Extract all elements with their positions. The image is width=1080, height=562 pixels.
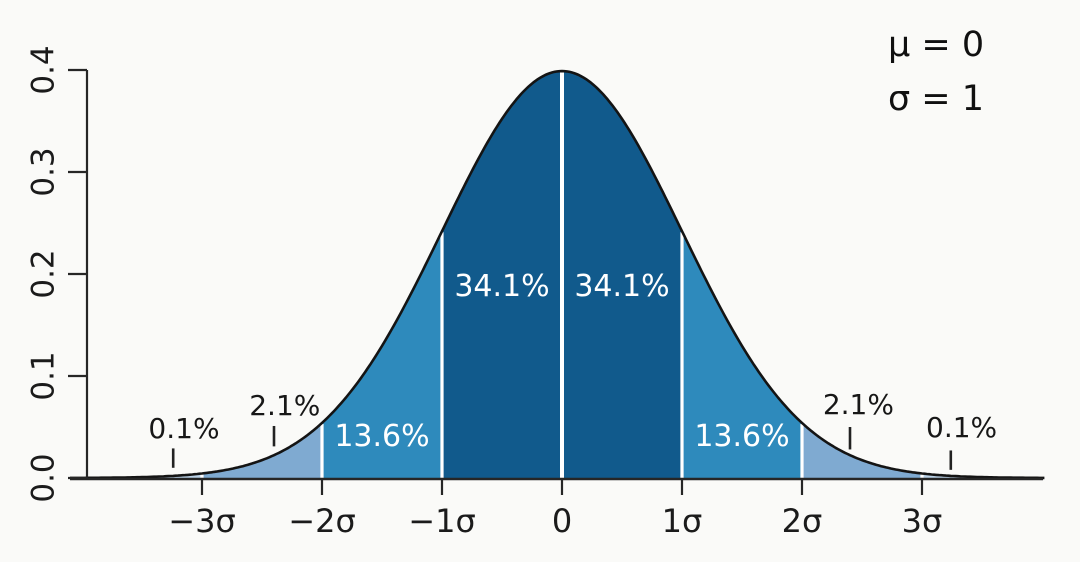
region-fill-2.1% — [802, 422, 922, 478]
region-fill-34.1% — [562, 71, 682, 478]
bell-curve-outline — [70, 69, 1045, 480]
region-fill-34.1% — [442, 71, 562, 478]
parameter-legend: μ = 0 σ = 1 — [888, 18, 984, 126]
legend-sigma-value: σ = 1 — [888, 79, 985, 119]
legend-mu-value: μ = 0 — [888, 25, 985, 65]
region-fill-2.1% — [202, 422, 322, 478]
